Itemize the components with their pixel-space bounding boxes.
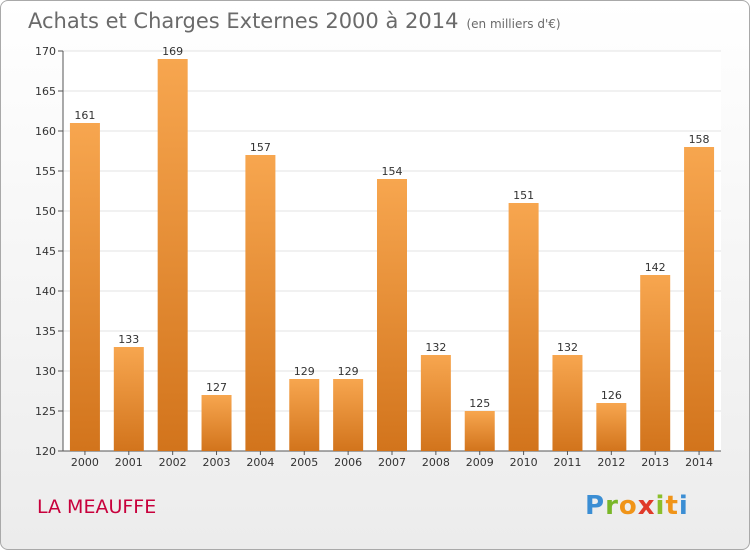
data-label: 154 (382, 165, 403, 178)
x-tick-label: 2007 (378, 456, 406, 469)
x-tick-label: 2006 (334, 456, 362, 469)
x-tick-label: 2002 (159, 456, 187, 469)
data-label: 125 (469, 397, 490, 410)
y-tick-label: 165 (35, 85, 56, 98)
proxiti-logo[interactable]: Proxiti (585, 491, 689, 521)
bar (201, 395, 232, 451)
y-tick-label: 140 (35, 285, 56, 298)
x-tick-label: 2008 (422, 456, 450, 469)
data-label: 169 (162, 45, 183, 58)
y-tick-label: 130 (35, 365, 56, 378)
data-label: 132 (557, 341, 578, 354)
bar (289, 379, 320, 451)
y-tick-label: 155 (35, 165, 56, 178)
bar (552, 355, 583, 451)
data-label: 158 (689, 133, 710, 146)
y-tick-label: 135 (35, 325, 56, 338)
x-tick-label: 2011 (553, 456, 581, 469)
x-tick-label: 2010 (510, 456, 538, 469)
x-tick-label: 2012 (597, 456, 625, 469)
bar (113, 347, 144, 451)
data-label: 161 (74, 109, 95, 122)
bar (157, 59, 188, 451)
data-label: 142 (645, 261, 666, 274)
bar (69, 123, 100, 451)
y-tick-label: 125 (35, 405, 56, 418)
bar (508, 203, 539, 451)
data-label: 129 (338, 365, 359, 378)
bar (596, 403, 627, 451)
chart-title: Achats et Charges Externes 2000 à 2014 (e… (28, 9, 561, 33)
y-tick-label: 160 (35, 125, 56, 138)
data-label: 127 (206, 381, 227, 394)
x-tick-label: 2013 (641, 456, 669, 469)
data-label: 132 (425, 341, 446, 354)
y-tick-label: 150 (35, 205, 56, 218)
bar (245, 155, 276, 451)
chart-subtitle: (en milliers d'€) (466, 17, 561, 31)
bar (333, 379, 364, 451)
x-tick-label: 2000 (71, 456, 99, 469)
data-label: 151 (513, 189, 534, 202)
chart-title-text: Achats et Charges Externes 2000 à 2014 (28, 9, 459, 33)
x-tick-label: 2009 (466, 456, 494, 469)
data-label: 129 (294, 365, 315, 378)
commune-name: LA MEAUFFE (37, 496, 157, 518)
bar (684, 147, 715, 451)
x-tick-label: 2001 (115, 456, 143, 469)
x-tick-label: 2004 (246, 456, 274, 469)
bar (420, 355, 451, 451)
y-tick-label: 145 (35, 245, 56, 258)
bar (377, 179, 407, 451)
data-label: 157 (250, 141, 271, 154)
y-tick-label: 120 (35, 445, 56, 458)
x-tick-label: 2003 (203, 456, 231, 469)
bar (640, 275, 671, 451)
y-tick-label: 170 (35, 45, 56, 58)
x-tick-label: 2005 (290, 456, 318, 469)
data-label: 126 (601, 389, 622, 402)
data-label: 133 (118, 333, 139, 346)
x-tick-label: 2014 (685, 456, 713, 469)
bar (464, 411, 495, 451)
